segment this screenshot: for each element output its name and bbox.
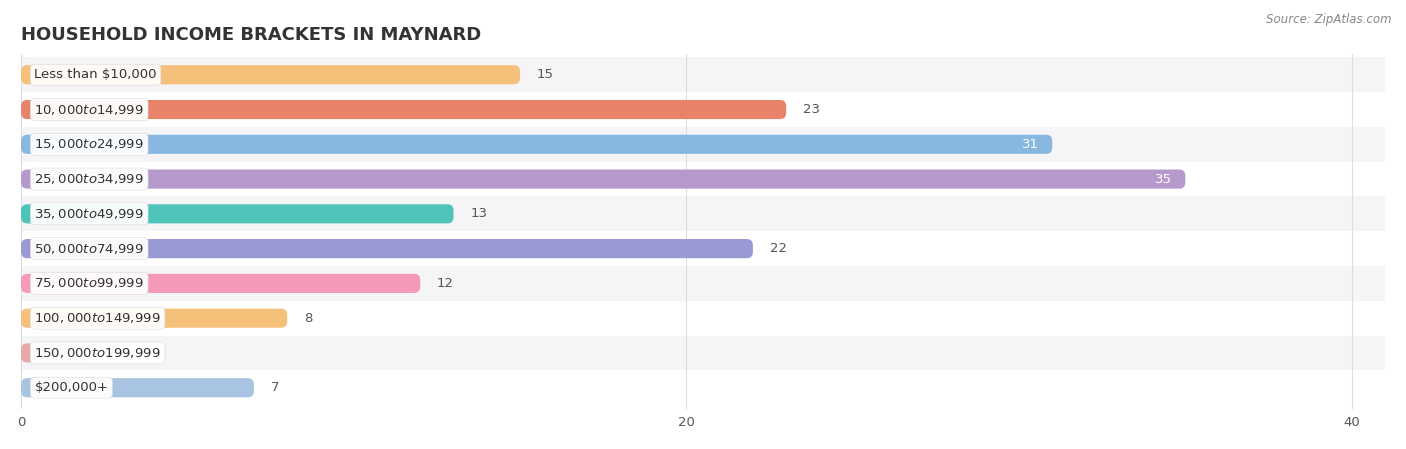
Text: $35,000 to $49,999: $35,000 to $49,999	[34, 207, 143, 221]
Text: 23: 23	[803, 103, 820, 116]
FancyBboxPatch shape	[21, 308, 287, 328]
FancyBboxPatch shape	[21, 170, 1185, 189]
Bar	[0, 231, 1406, 266]
FancyBboxPatch shape	[21, 274, 420, 293]
FancyBboxPatch shape	[21, 135, 1052, 154]
FancyBboxPatch shape	[21, 343, 87, 362]
FancyBboxPatch shape	[21, 204, 454, 224]
Text: $15,000 to $24,999: $15,000 to $24,999	[34, 137, 143, 151]
Text: 15: 15	[537, 68, 554, 81]
Text: Less than $10,000: Less than $10,000	[34, 68, 157, 81]
Bar	[0, 92, 1406, 127]
Text: $25,000 to $34,999: $25,000 to $34,999	[34, 172, 143, 186]
Text: 12: 12	[437, 277, 454, 290]
Text: $10,000 to $14,999: $10,000 to $14,999	[34, 102, 143, 117]
FancyBboxPatch shape	[21, 65, 520, 84]
Text: Source: ZipAtlas.com: Source: ZipAtlas.com	[1267, 13, 1392, 26]
Text: $100,000 to $149,999: $100,000 to $149,999	[34, 311, 160, 325]
Bar	[0, 266, 1406, 301]
Bar	[0, 197, 1406, 231]
Text: 22: 22	[769, 242, 786, 255]
Bar	[0, 162, 1406, 197]
Bar	[0, 370, 1406, 405]
Text: $150,000 to $199,999: $150,000 to $199,999	[34, 346, 160, 360]
FancyBboxPatch shape	[21, 239, 752, 258]
FancyBboxPatch shape	[21, 378, 254, 397]
Text: 35: 35	[1154, 172, 1173, 185]
Text: $75,000 to $99,999: $75,000 to $99,999	[34, 277, 143, 291]
Text: 31: 31	[1022, 138, 1039, 151]
Text: $200,000+: $200,000+	[34, 381, 108, 394]
Text: 2: 2	[104, 347, 112, 360]
FancyBboxPatch shape	[21, 100, 786, 119]
Bar	[0, 57, 1406, 92]
Bar	[0, 127, 1406, 162]
Text: 7: 7	[270, 381, 278, 394]
Text: 13: 13	[470, 207, 486, 220]
Bar	[0, 335, 1406, 370]
Bar	[0, 301, 1406, 335]
Text: 8: 8	[304, 312, 312, 325]
Text: HOUSEHOLD INCOME BRACKETS IN MAYNARD: HOUSEHOLD INCOME BRACKETS IN MAYNARD	[21, 26, 481, 44]
Text: $50,000 to $74,999: $50,000 to $74,999	[34, 242, 143, 255]
